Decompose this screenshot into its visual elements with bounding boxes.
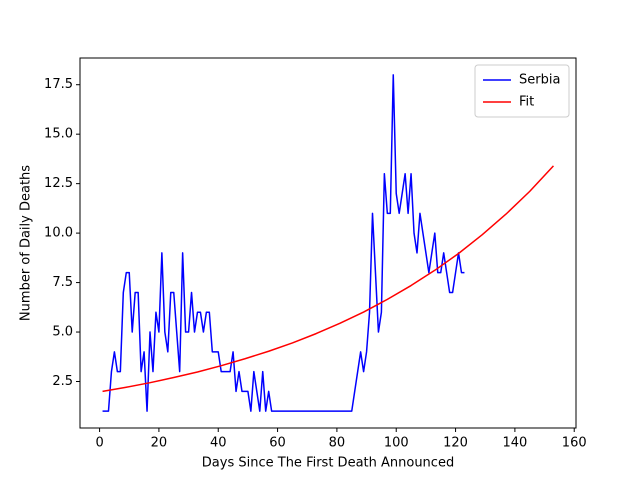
legend-box [474,64,570,118]
x-tick-label: 140 [502,436,527,451]
x-tick-label: 60 [269,436,286,451]
x-tick-label: 80 [329,436,346,451]
y-axis-label: Number of Daily Deaths [19,165,34,321]
y-tick-label: 10.0 [44,226,73,241]
x-tick-label: 160 [562,436,587,451]
x-tick-label: 120 [443,436,468,451]
legend-label: Serbia [519,73,560,88]
y-tick-label: 15.0 [44,127,73,142]
y-tick-label: 5.0 [52,325,73,340]
y-tick-label: 7.5 [52,275,73,290]
x-tick-label: 100 [384,436,409,451]
y-tick-label: 2.5 [52,374,73,389]
series-line [102,165,555,393]
series-line [102,74,465,412]
x-tick-label: 40 [210,436,227,451]
legend-label: Fit [519,95,534,110]
x-tick-label: 20 [151,436,168,451]
y-tick-label: 17.5 [44,77,73,92]
plot-frame [79,57,577,429]
y-tick-label: 12.5 [44,176,73,191]
x-axis-label: Days Since The First Death Announced [202,456,454,471]
x-tick-label: 0 [95,436,103,451]
